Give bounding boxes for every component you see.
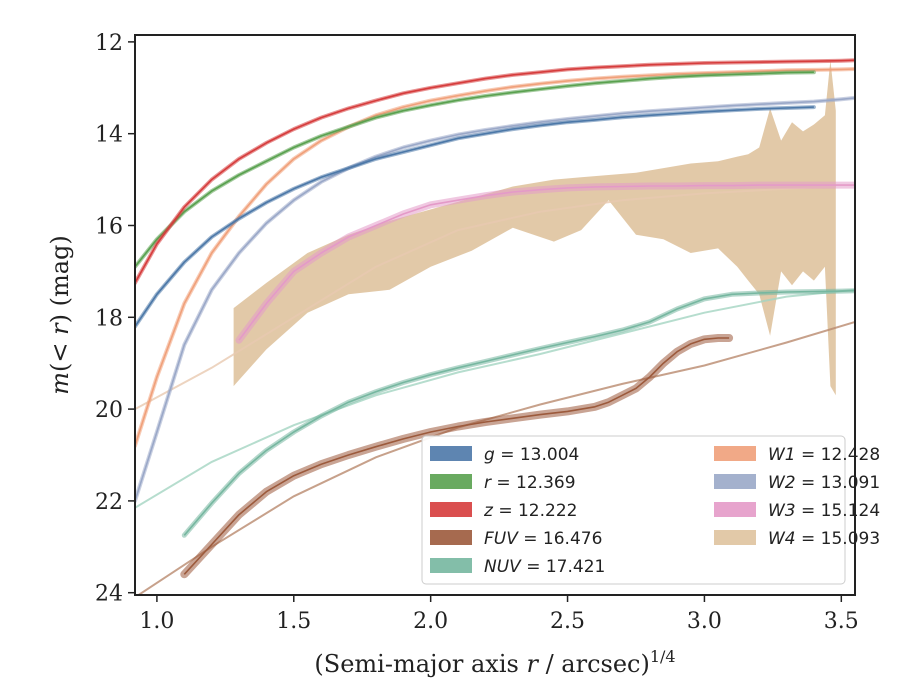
legend-label: z = 12.222 xyxy=(483,501,577,521)
legend-swatch xyxy=(430,502,472,517)
data-layer xyxy=(135,58,855,595)
series-nuv-line xyxy=(183,289,855,536)
legend-swatch xyxy=(430,474,472,489)
plot-series xyxy=(135,58,855,595)
legend-swatch xyxy=(714,530,756,545)
legend-label: W3 = 15.124 xyxy=(768,501,880,521)
legend-swatch xyxy=(430,446,472,461)
series-w1-line xyxy=(135,68,855,447)
plot-frame xyxy=(134,34,856,596)
x-axis-label: (Semi-major axis r / arcsec)1/4 xyxy=(314,647,675,678)
x-tick-label: 3.5 xyxy=(824,609,859,634)
series-w4-model xyxy=(135,185,836,410)
series-r-line xyxy=(135,71,814,268)
legend-box xyxy=(421,435,846,585)
legend-label: r = 12.369 xyxy=(484,473,576,493)
legend-swatch xyxy=(430,558,472,573)
legend: g = 13.004 r = 12.369 z = 12.222 FUV = 16.4… xyxy=(421,435,880,585)
legend-label: W2 = 13.091 xyxy=(768,473,880,493)
y-tick-label: 18 xyxy=(95,306,123,331)
series-w3-line xyxy=(238,184,855,341)
y-tick-label: 20 xyxy=(95,398,123,423)
legend-swatch xyxy=(714,502,756,517)
legend-label: W1 = 12.428 xyxy=(768,445,880,465)
series-fuv-line xyxy=(183,337,730,575)
y-tick-label: 14 xyxy=(95,123,123,148)
series-w4-band xyxy=(233,60,836,396)
legend-label: W4 = 15.093 xyxy=(768,529,880,549)
y-tick-label: 12 xyxy=(95,31,123,56)
legend-label: NUV = 17.421 xyxy=(484,557,605,577)
x-tick-label: 2.0 xyxy=(413,609,448,634)
legend-label: g = 13.004 xyxy=(484,445,579,465)
series-g-line xyxy=(135,106,814,327)
y-tick-label: 22 xyxy=(95,490,123,515)
axes-layer: 1.0 1.5 2.0 2.5 3.0 3.5 12 14 16 18 20 22 24 (Semi-ma… xyxy=(46,31,859,678)
legend-label: FUV = 16.476 xyxy=(484,529,602,549)
legend-swatch xyxy=(714,474,756,489)
series-nuv-model xyxy=(135,288,855,509)
x-tick-label: 2.5 xyxy=(550,609,585,634)
y-tick-label: 16 xyxy=(95,214,123,239)
series-fuv-model xyxy=(136,320,855,595)
y-axis-label: m(< r) (mag) xyxy=(46,235,74,395)
legend-swatch xyxy=(430,530,472,545)
x-tick-label: 1.0 xyxy=(139,609,174,634)
y-tick-label: 24 xyxy=(95,582,123,607)
legend-swatch xyxy=(714,446,756,461)
series-w2-line xyxy=(135,97,855,502)
x-tick-label: 3.0 xyxy=(687,609,722,634)
series-z-line xyxy=(135,59,855,284)
x-tick-label: 1.5 xyxy=(276,609,311,634)
